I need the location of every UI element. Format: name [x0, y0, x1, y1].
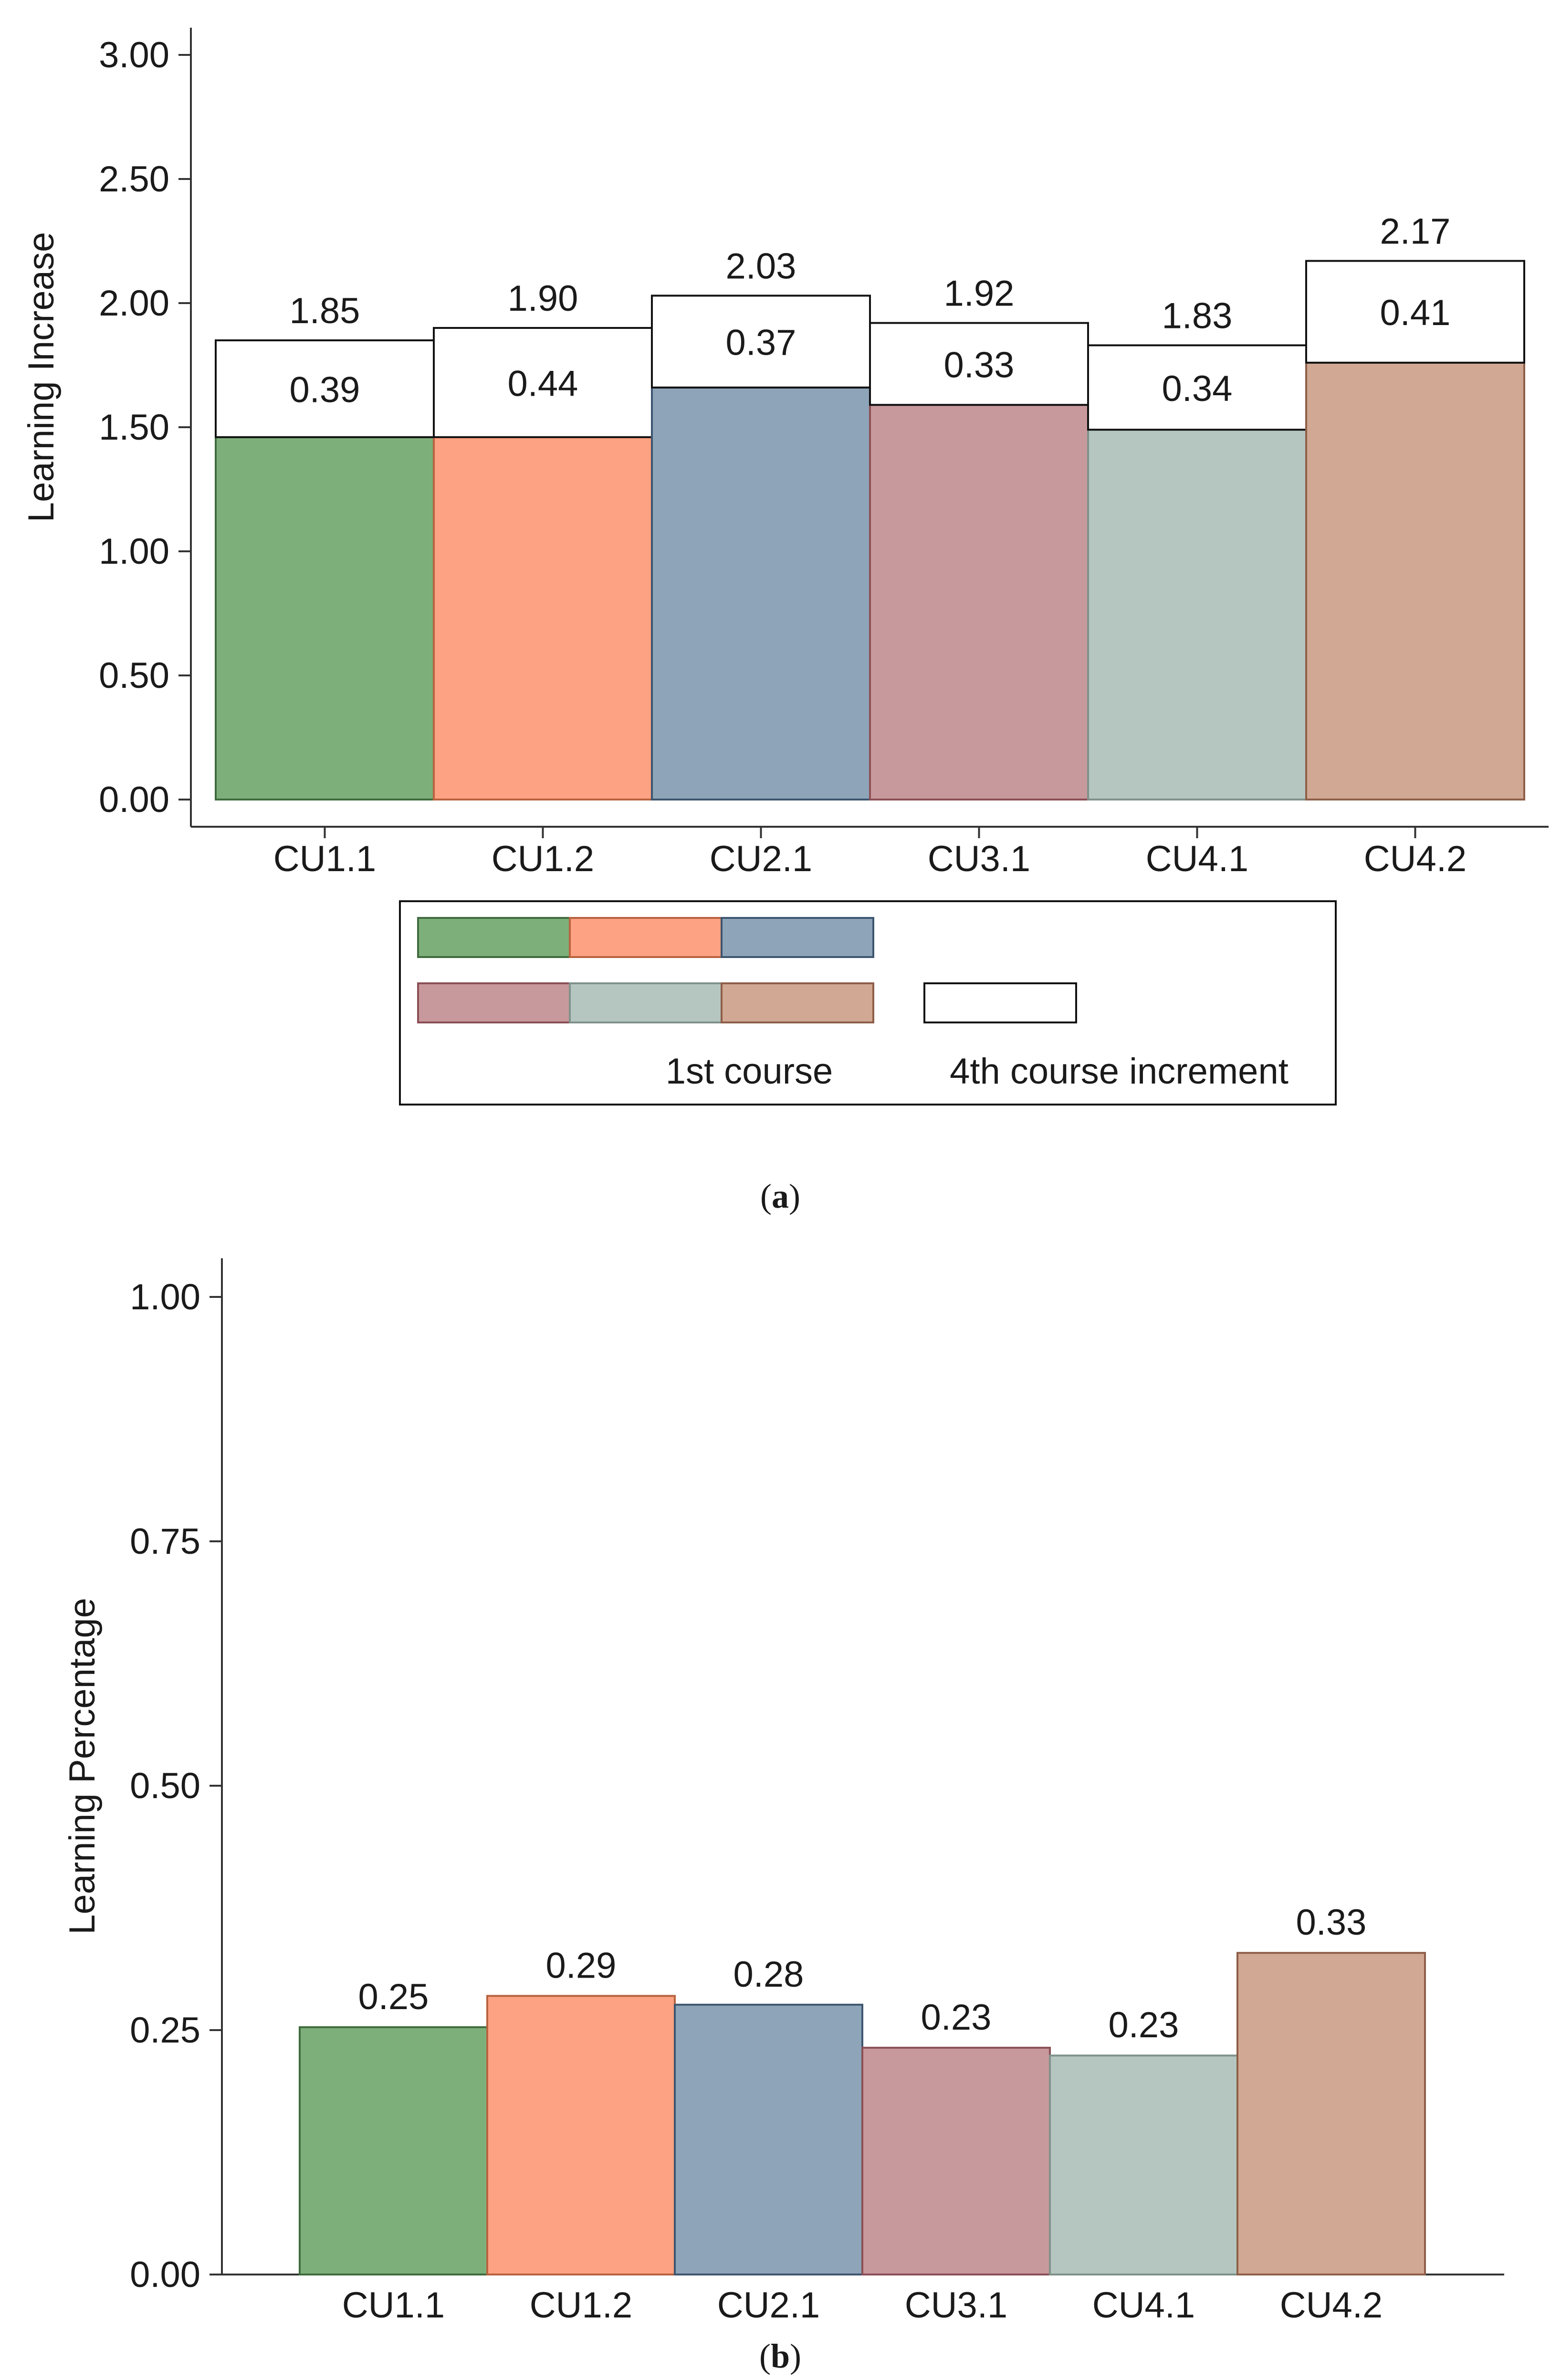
bar-first-course [869, 404, 1089, 800]
bar-increment [869, 322, 1089, 406]
legend-swatch [569, 917, 723, 958]
x-tick-label: CU2.1 [710, 839, 812, 879]
value-label: 0.23 [1109, 2005, 1179, 2045]
y-tick-label: 1.00 [99, 531, 169, 572]
y-tick-label: 0.25 [130, 2010, 200, 2051]
y-tick-label: 1.00 [130, 1277, 200, 1317]
y-tick-label: 0.50 [99, 655, 169, 696]
bar-first-course [215, 436, 435, 800]
caption-paren: ( [759, 2337, 771, 2375]
caption-letter: b [771, 2337, 790, 2375]
y-tick-label: 2.50 [99, 159, 169, 200]
chart-b: 0.00 0.25 0.50 0.75 1.00 Learning Percentage 0… [62, 1258, 1504, 2375]
x-tick-label: CU1.2 [492, 839, 594, 879]
x-tick-label: CU1.1 [273, 839, 376, 879]
caption-paren: ) [789, 1177, 800, 1215]
total-label: 1.90 [508, 278, 578, 319]
legend-label-increment: 4th course increment [950, 1051, 1289, 1092]
caption-b: (b) [759, 2337, 801, 2375]
legend: 1st course 4th course increment [399, 900, 1337, 1106]
value-label: 0.23 [921, 1997, 992, 2038]
bar-increment [1087, 344, 1307, 431]
x-tick-label: CU2.1 [717, 2285, 820, 2326]
value-label: 0.33 [1296, 1902, 1367, 1943]
total-label: 1.83 [1162, 295, 1233, 336]
y-tick-label: 0.00 [99, 779, 169, 820]
bar [1049, 2054, 1238, 2276]
caption-paren: ) [790, 2337, 801, 2375]
legend-swatch [721, 982, 874, 1023]
bar-first-course [651, 386, 871, 800]
legend-swatch [417, 917, 571, 958]
y-tick-label: 0.50 [130, 1766, 200, 1806]
x-tick-label: CU4.2 [1280, 2285, 1383, 2326]
legend-swatch [721, 917, 874, 958]
y-tick-label: 0.75 [130, 1521, 200, 1562]
value-label: 0.25 [358, 1977, 429, 2017]
y-tick-label: 1.50 [99, 407, 169, 448]
increment-label: 0.41 [1380, 293, 1451, 333]
x-tick-label: CU3.1 [928, 839, 1030, 879]
total-label: 1.92 [944, 274, 1015, 314]
chart-a: 0.00 0.50 1.00 1.50 2.00 2.50 3.00 Learning Inc… [21, 28, 1549, 1215]
caption-paren: ( [760, 1177, 772, 1215]
legend-label-first-course: 1st course [666, 1051, 833, 1092]
y-tick-label: 0.00 [130, 2254, 200, 2295]
legend-swatch-increment [923, 982, 1077, 1023]
bar [1236, 1952, 1426, 2275]
bar [486, 1995, 676, 2275]
y-axis-title: Learning Percentage [62, 1598, 103, 1935]
bar [674, 2003, 863, 2275]
increment-label: 0.33 [944, 345, 1015, 385]
bar [299, 2026, 488, 2275]
increment-label: 0.39 [290, 369, 360, 410]
legend-swatch [417, 982, 571, 1023]
increment-label: 0.37 [726, 323, 796, 363]
x-tick-label: CU4.2 [1364, 839, 1467, 879]
bar-first-course [1087, 429, 1307, 800]
total-label: 2.03 [726, 246, 796, 286]
y-tick-label: 2.00 [99, 283, 169, 324]
bar-first-course [433, 436, 653, 800]
caption-letter: a [772, 1177, 789, 1215]
bar-first-course [1305, 361, 1525, 800]
x-tick-label: CU3.1 [905, 2285, 1007, 2326]
x-tick-label: CU1.1 [342, 2285, 445, 2326]
bar-increment [433, 327, 653, 438]
legend-swatch [569, 982, 723, 1023]
increment-label: 0.44 [508, 363, 578, 404]
total-label: 2.17 [1380, 211, 1451, 252]
y-tick-label: 3.00 [99, 35, 169, 75]
caption-a: (a) [760, 1177, 800, 1215]
y-axis-title: Learning Increase [21, 232, 62, 522]
x-tick-label: CU1.2 [530, 2285, 632, 2326]
total-label: 1.85 [290, 291, 360, 331]
bar-increment [1305, 260, 1525, 364]
x-tick-label: CU4.1 [1092, 2285, 1195, 2326]
bar [861, 2046, 1051, 2275]
x-tick-label: CU4.1 [1146, 839, 1248, 879]
increment-label: 0.34 [1162, 369, 1233, 409]
value-label: 0.29 [546, 1945, 617, 1986]
value-label: 0.28 [733, 1954, 804, 1995]
